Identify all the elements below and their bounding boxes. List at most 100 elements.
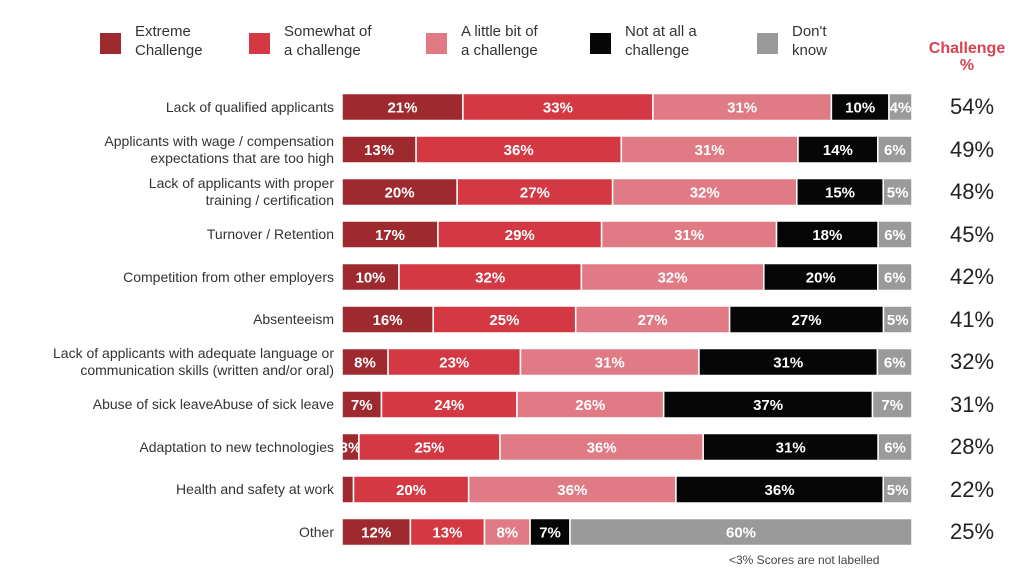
bar-segment <box>341 305 434 334</box>
legend-swatch-little-bit <box>426 33 447 54</box>
bar-value-label: 6% <box>884 270 906 287</box>
bar-value-label: 31% <box>674 227 704 244</box>
bar-segment <box>352 475 470 504</box>
bar-value-label: 12% <box>361 525 391 542</box>
challenge-percent-value: 42% <box>950 264 995 289</box>
bar-segment <box>882 475 913 504</box>
bar-value-label: 32% <box>690 185 720 202</box>
bar-segment <box>341 262 400 292</box>
bar-value-label: 36% <box>504 142 534 159</box>
bar-value-label: 31% <box>727 100 757 117</box>
bar-segment <box>516 390 665 419</box>
bar-segment <box>796 177 884 207</box>
legend-swatch-dont-know <box>757 33 778 54</box>
bar-value-label: 20% <box>806 270 836 287</box>
bar-segment <box>877 262 913 292</box>
bar-value-label: 31% <box>595 355 625 372</box>
bar-segment <box>341 92 464 122</box>
bar-value-label: 36% <box>557 482 587 499</box>
challenge-percent-value: 49% <box>950 136 995 162</box>
legend-item-dont-know: Don't know <box>757 22 827 60</box>
bar-value-label: 60% <box>726 525 756 542</box>
bar-value-label: 36% <box>587 440 617 457</box>
bar-segment <box>797 135 879 164</box>
challenge-percent-value: 25% <box>950 519 995 544</box>
category-label: Abuse of sick leaveAbuse of sick leave <box>92 396 334 412</box>
bar-segment <box>341 347 389 377</box>
category-label: Competition from other employers <box>123 268 334 285</box>
bar-value-label: 13% <box>364 142 394 159</box>
bar-value-label: 6% <box>884 227 906 244</box>
bar-value-label: 27% <box>520 185 550 202</box>
bar-value-label: 20% <box>396 482 426 499</box>
bar-value-label: 8% <box>496 525 518 542</box>
bar-segment <box>519 347 700 377</box>
category-label: Other <box>298 523 334 540</box>
bar-segment <box>341 517 412 547</box>
bar-value-label: 31% <box>776 440 806 457</box>
bar-segment <box>763 262 879 292</box>
category-label: Lack of qualified applicants <box>165 98 334 115</box>
legend-swatch-somewhat <box>249 33 270 54</box>
category-label: Applicants with wage / compensation expe… <box>104 132 334 166</box>
bar-value-label: 6% <box>884 142 906 159</box>
bar-value-label: 32% <box>475 270 505 287</box>
bar-segment <box>882 305 913 334</box>
bar-value-label: 36% <box>765 482 795 499</box>
bar-segment <box>569 517 913 547</box>
bar-segment <box>877 220 913 249</box>
legend-label-extreme: Extreme Challenge <box>135 23 203 59</box>
bar-segment <box>620 135 799 164</box>
bar-segment <box>877 135 913 164</box>
bar-segment <box>876 347 913 377</box>
challenge-percent-value: 28% <box>950 434 995 459</box>
bar-segment <box>462 92 654 122</box>
bar-segment <box>877 432 913 462</box>
bar-value-label: 23% <box>439 355 469 372</box>
bar-value-label: 16% <box>373 312 403 329</box>
bar-value-label: 14% <box>823 142 853 159</box>
bar-value-label: 26% <box>575 397 605 414</box>
bar-value-label: 3% <box>340 440 362 457</box>
challenge-percent-header: Challenge % <box>928 40 1006 74</box>
challenge-percent-value: 48% <box>950 179 995 204</box>
bar-value-label: 13% <box>432 525 462 542</box>
bar-segment <box>398 262 583 292</box>
bar-segment <box>882 177 913 207</box>
bar-value-label: 7% <box>539 525 561 542</box>
bar-value-label: 24% <box>434 397 464 414</box>
category-label: Adaptation to new technologies <box>139 438 334 455</box>
bar-value-label: 6% <box>884 440 906 457</box>
category-label: Lack of applicants with proper training … <box>148 175 334 208</box>
challenge-percent-value: 45% <box>950 221 995 247</box>
category-label: Turnover / Retention <box>206 226 334 242</box>
bar-segment <box>432 305 577 334</box>
category-label: Absenteeism <box>253 311 334 327</box>
bar-segment <box>675 475 884 504</box>
bar-value-label: 10% <box>845 100 875 117</box>
legend-item-not-at-all: Not at all a challenge <box>590 22 697 60</box>
bar-segment <box>830 92 890 122</box>
bar-value-label: 15% <box>825 185 855 202</box>
bar-value-label: 31% <box>695 142 725 159</box>
bar-segment <box>871 390 913 419</box>
bar-value-label: 31% <box>773 355 803 372</box>
category-label: Health and safety at work <box>176 481 334 497</box>
bar-segment <box>600 220 778 249</box>
bar-value-label: 7% <box>351 397 373 414</box>
legend-label-somewhat: Somewhat of a challenge <box>284 23 372 59</box>
bar-value-label: 25% <box>414 440 444 457</box>
category-label: Lack of applicants with adequate languag… <box>53 345 334 378</box>
legend-label-dont-know: Don't know <box>792 23 828 59</box>
bar-value-label: 29% <box>505 227 535 244</box>
bar-value-label: 10% <box>355 270 385 287</box>
bar-value-label: 21% <box>387 100 417 117</box>
bar-segment <box>437 220 603 249</box>
bar-segment <box>358 432 501 462</box>
bar-segment <box>341 177 458 207</box>
bar-segment <box>888 92 913 122</box>
bar-value-label: 8% <box>354 355 376 372</box>
legend-label-not-at-all: Not at all a challenge <box>625 23 697 59</box>
bar-value-label: 4% <box>890 100 912 117</box>
bar-value-label: 20% <box>385 185 415 202</box>
